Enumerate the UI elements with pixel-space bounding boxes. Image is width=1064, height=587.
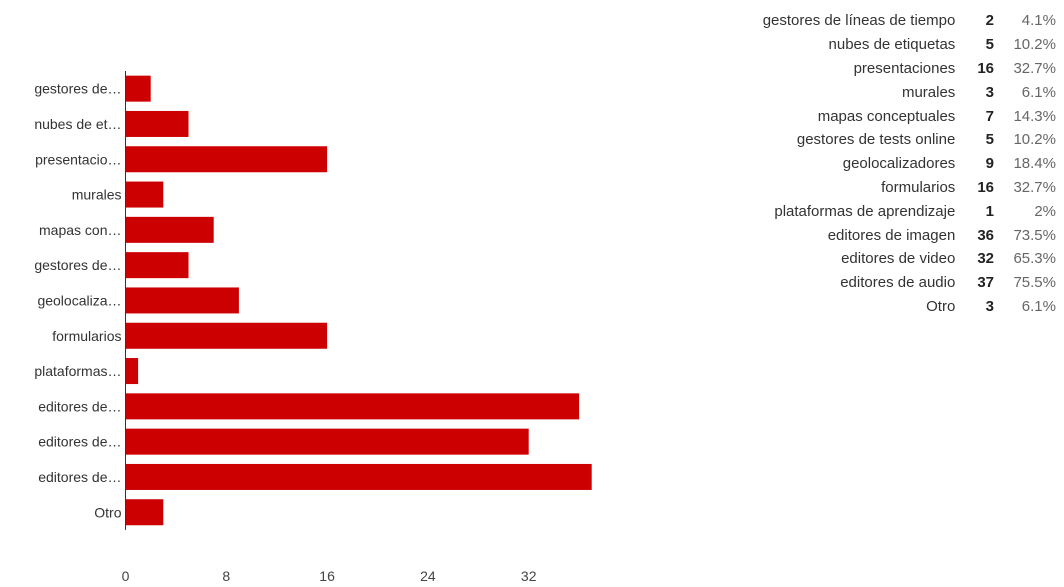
summary-row: mapas conceptuales 7 14.3%: [763, 104, 1056, 128]
summary-label: Otro: [926, 297, 956, 315]
category-label: murales: [72, 187, 122, 203]
bar: [125, 358, 139, 385]
summary-row: Otro 3 6.1%: [763, 295, 1056, 319]
summary-row: murales 3 6.1%: [763, 80, 1056, 104]
category-label: gestores de…: [34, 257, 121, 273]
category-label: plataformas…: [34, 363, 121, 379]
bar: [125, 75, 151, 102]
summary-count: 5: [985, 36, 994, 54]
summary-percent: 18.4%: [1013, 155, 1056, 173]
summary-row: editores de audio 37 75.5%: [763, 271, 1056, 295]
x-axis-ticks: 0 8 16 24 32: [122, 568, 537, 584]
summary-percent: 6.1%: [1021, 297, 1056, 315]
category-label: gestores de…: [34, 81, 121, 97]
summary-table: gestores de líneas de tiempo 2 4.1% nubes d…: [763, 9, 1056, 318]
summary-row: gestores de líneas de tiempo 2 4.1%: [763, 9, 1056, 33]
x-tick-label: 32: [521, 568, 537, 584]
summary-label: editores de audio: [840, 274, 956, 292]
x-tick-label: 0: [122, 568, 130, 584]
category-labels: gestores de… nubes de et… presentacio… mura…: [34, 81, 121, 521]
summary-count: 9: [985, 155, 994, 173]
bar: [125, 216, 214, 243]
summary-percent: 14.3%: [1013, 107, 1056, 125]
summary-row: editores de imagen 36 73.5%: [763, 223, 1056, 247]
summary-percent: 6.1%: [1021, 83, 1056, 101]
bar: [125, 146, 328, 173]
summary-row: geolocalizadores 9 18.4%: [763, 152, 1056, 176]
summary-label: plataformas de aprendizaje: [774, 202, 956, 220]
x-tick-label: 8: [222, 568, 230, 584]
bar: [125, 463, 592, 490]
bar: [125, 181, 164, 208]
summary-label: murales: [901, 83, 956, 101]
category-label: geolocaliza…: [37, 292, 121, 308]
summary-count: 2: [985, 12, 994, 30]
bar: [125, 322, 328, 349]
bar: [125, 428, 529, 455]
summary-count: 16: [977, 178, 994, 196]
summary-label: editores de imagen: [827, 226, 956, 244]
summary-row: formularios 16 32.7%: [763, 176, 1056, 200]
category-label: editores de…: [38, 434, 121, 450]
summary-label: nubes de etiquetas: [828, 36, 956, 54]
summary-count: 5: [985, 131, 994, 149]
summary-percent: 73.5%: [1013, 226, 1056, 244]
summary-label: presentaciones: [853, 59, 956, 77]
summary-count: 37: [977, 274, 994, 292]
summary-percent: 10.2%: [1013, 131, 1056, 149]
bar: [125, 499, 164, 526]
summary-row: editores de video 32 65.3%: [763, 247, 1056, 271]
summary-count: 3: [985, 83, 994, 101]
summary-row: presentaciones 16 32.7%: [763, 57, 1056, 81]
bars-group: [125, 75, 592, 526]
summary-label: mapas conceptuales: [817, 107, 956, 125]
summary-row: gestores de tests online 5 10.2%: [763, 128, 1056, 152]
x-tick-label: 24: [420, 568, 436, 584]
bar: [125, 110, 189, 137]
summary-percent: 2%: [1034, 202, 1056, 220]
category-label: Otro: [94, 504, 121, 520]
summary-label: gestores de líneas de tiempo: [762, 12, 956, 30]
bar: [125, 393, 580, 420]
summary-percent: 4.1%: [1021, 12, 1056, 30]
bar-chart: gestores de… nubes de et… presentacio… mura…: [34, 71, 592, 584]
category-label: nubes de et…: [34, 116, 121, 132]
summary-percent: 32.7%: [1013, 178, 1056, 196]
summary-count: 16: [977, 59, 994, 77]
summary-label: gestores de tests online: [796, 131, 956, 149]
category-label: formularios: [52, 328, 121, 344]
bar: [125, 287, 239, 314]
summary-percent: 32.7%: [1013, 59, 1056, 77]
summary-count: 36: [977, 226, 994, 244]
summary-percent: 65.3%: [1013, 250, 1056, 268]
summary-label: editores de video: [841, 250, 956, 268]
summary-count: 1: [985, 202, 994, 220]
summary-count: 7: [985, 107, 994, 125]
summary-percent: 10.2%: [1013, 36, 1056, 54]
summary-count: 32: [977, 250, 994, 268]
summary-label: geolocalizadores: [842, 155, 956, 173]
category-label: editores de…: [38, 398, 121, 414]
summary-percent: 75.5%: [1013, 274, 1056, 292]
category-label: presentacio…: [35, 151, 121, 167]
summary-row: nubes de etiquetas 5 10.2%: [763, 33, 1056, 57]
summary-label: formularios: [881, 178, 956, 196]
category-label: editores de…: [38, 469, 121, 485]
summary-row: plataformas de aprendizaje 1 2%: [763, 199, 1056, 223]
x-tick-label: 16: [319, 568, 335, 584]
summary-count: 3: [985, 297, 994, 315]
bar: [125, 252, 189, 279]
category-label: mapas con…: [39, 222, 121, 238]
